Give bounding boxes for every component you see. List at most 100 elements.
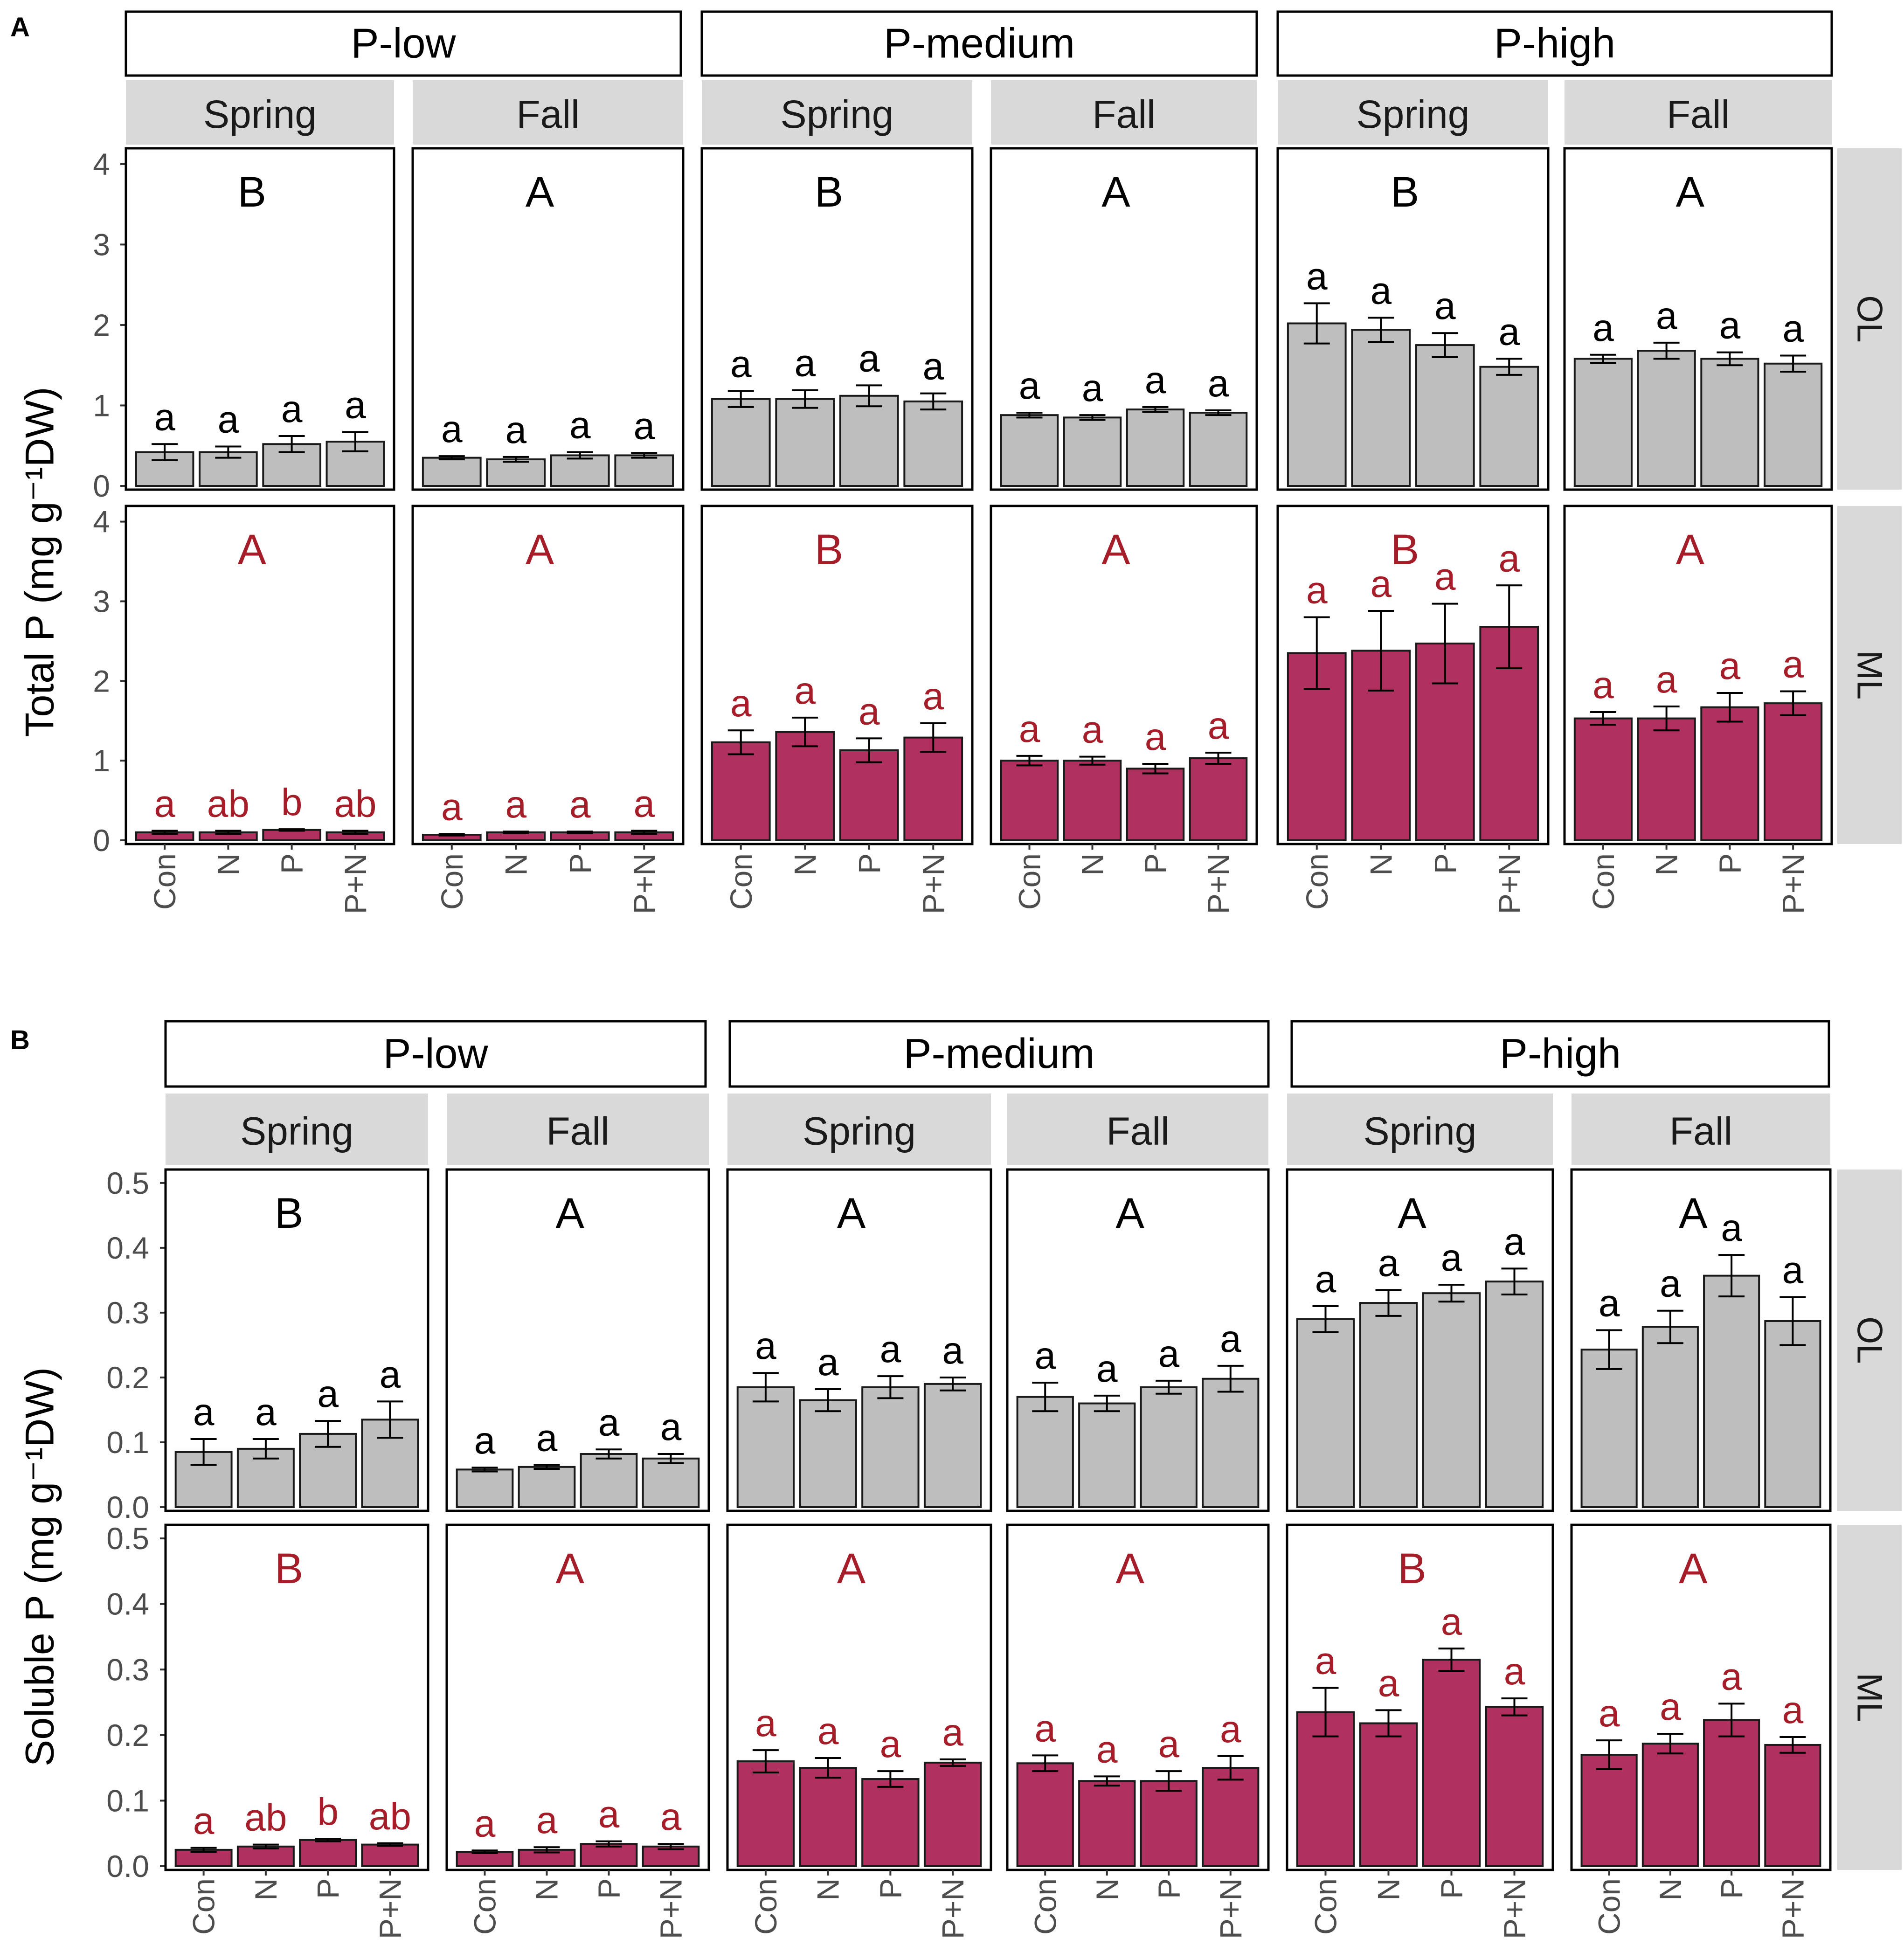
season-label: Fall [546, 1109, 609, 1153]
significance-letter: a [730, 682, 752, 725]
panel-border [1286, 1168, 1554, 1512]
season-label: Spring [1364, 1109, 1477, 1153]
season-letter: A [837, 1545, 866, 1592]
significance-letter: a [817, 1710, 839, 1752]
panel-border [1006, 1168, 1270, 1512]
significance-letter: a [1441, 1600, 1462, 1643]
bar [839, 395, 899, 487]
significance-letter: a [1660, 1263, 1681, 1305]
bar [1140, 1386, 1198, 1509]
bar [923, 1383, 982, 1509]
bar [1485, 1706, 1544, 1868]
x-tick-label: P [1138, 853, 1173, 874]
bar [299, 1839, 357, 1868]
significance-letter: a [755, 1325, 776, 1367]
significance-letter: a [1220, 1318, 1241, 1360]
bar [1641, 1326, 1699, 1508]
bar [486, 458, 546, 487]
bar [1078, 1402, 1136, 1509]
y-tick-label: 1 [93, 743, 110, 778]
bar [1016, 1396, 1074, 1508]
significance-letter: a [859, 690, 880, 733]
bar [1202, 1378, 1260, 1509]
bar [861, 1778, 920, 1867]
bar [1637, 717, 1696, 841]
significance-letter: a [218, 398, 239, 441]
season-letter: A [1676, 168, 1705, 216]
panel-border [1006, 1523, 1270, 1871]
panel-border [1286, 1523, 1554, 1871]
x-tick-label: P+N [1492, 853, 1526, 914]
season-strip [447, 1094, 709, 1165]
season-strip [1565, 80, 1832, 145]
bar [1764, 702, 1823, 842]
significance-letter: a [536, 1799, 558, 1841]
season-label: Fall [1092, 92, 1155, 136]
layer-label: OL [1850, 1316, 1890, 1364]
panel-border [445, 1168, 710, 1512]
x-tick-label: N [249, 1878, 283, 1901]
bar [736, 1760, 795, 1867]
x-tick-label: P [563, 853, 597, 874]
bar [1485, 1281, 1544, 1509]
y-tick-label: 0.2 [106, 1360, 149, 1395]
significance-letter: a [1599, 1692, 1620, 1735]
season-letter: A [1398, 1190, 1426, 1237]
bar [1359, 1302, 1418, 1509]
season-strip [166, 1094, 428, 1165]
significance-letter: a [1158, 1723, 1179, 1765]
x-tick-label: N [530, 1878, 564, 1901]
panel-border [1563, 505, 1833, 845]
significance-letter: a [1782, 1689, 1804, 1731]
panel-bg [166, 1525, 428, 1870]
significance-letter: a [380, 1353, 401, 1396]
x-tick-label: P+N [373, 1878, 407, 1939]
bar [1287, 322, 1347, 487]
panel-border [1570, 1168, 1832, 1512]
p-level-strip [125, 10, 682, 77]
bar [775, 731, 835, 841]
x-tick-label: Con [748, 1878, 783, 1935]
panel-border [990, 505, 1258, 845]
season-letter: B [238, 168, 266, 216]
season-label: Fall [1106, 1109, 1169, 1153]
bar [1296, 1318, 1355, 1508]
p-level-label: P-medium [903, 1031, 1094, 1077]
p-level-strip [1290, 1020, 1830, 1088]
significance-letter: ab [207, 782, 249, 825]
significance-letter: ab [244, 1797, 287, 1839]
significance-letter: a [569, 404, 591, 447]
significance-letter: a [633, 782, 655, 825]
significance-letter: a [880, 1723, 901, 1765]
panel-border [1276, 147, 1550, 491]
y-tick-label: 0.1 [106, 1783, 149, 1818]
bar [799, 1399, 857, 1509]
x-tick-label: Con [1592, 1878, 1627, 1935]
y-tick-label: 0.5 [106, 1166, 149, 1200]
bar [1641, 1743, 1699, 1867]
significance-letter: a [1315, 1258, 1336, 1301]
significance-letter: ab [369, 1795, 411, 1838]
season-label: Fall [1667, 92, 1730, 136]
significance-letter: a [1719, 305, 1741, 347]
season-strip [1278, 80, 1548, 145]
bar [1422, 1292, 1481, 1508]
significance-letter: a [1370, 270, 1392, 312]
y-tick-label: 0.0 [106, 1849, 149, 1883]
x-tick-label: Con [724, 853, 758, 910]
bar [1422, 1659, 1481, 1867]
significance-letter: a [193, 1800, 215, 1842]
significance-letter: a [922, 346, 944, 388]
x-tick-label: P [1428, 853, 1462, 874]
panel-bg [413, 506, 683, 844]
significance-letter: a [633, 405, 655, 447]
significance-letter: a [794, 342, 816, 385]
season-letter: A [555, 1190, 584, 1237]
bar [861, 1386, 920, 1509]
significance-letter: a [794, 670, 816, 712]
season-letter: A [1101, 168, 1130, 216]
bar [1580, 1349, 1638, 1508]
significance-letter: a [922, 675, 944, 718]
significance-letter: a [1498, 537, 1520, 580]
